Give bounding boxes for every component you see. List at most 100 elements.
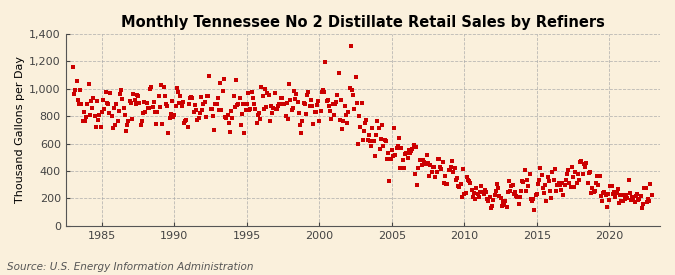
Point bbox=[453, 184, 464, 188]
Point bbox=[78, 110, 89, 114]
Point bbox=[570, 169, 581, 174]
Point bbox=[81, 115, 92, 119]
Point bbox=[335, 118, 346, 123]
Point bbox=[148, 100, 159, 104]
Point bbox=[113, 109, 124, 113]
Point bbox=[211, 102, 222, 106]
Point bbox=[129, 97, 140, 102]
Point bbox=[134, 100, 144, 105]
Point bbox=[557, 181, 568, 185]
Point bbox=[198, 102, 209, 106]
Point bbox=[119, 113, 130, 117]
Point bbox=[632, 192, 643, 196]
Point bbox=[274, 102, 285, 106]
Point bbox=[349, 107, 360, 111]
Point bbox=[542, 175, 553, 180]
Point bbox=[507, 182, 518, 187]
Point bbox=[306, 104, 317, 108]
Point bbox=[597, 199, 608, 203]
Point bbox=[401, 151, 412, 155]
Point bbox=[100, 90, 111, 94]
Point bbox=[310, 110, 321, 114]
Point bbox=[569, 185, 580, 189]
Point bbox=[132, 93, 142, 97]
Point bbox=[404, 147, 414, 152]
Point bbox=[323, 104, 334, 109]
Point bbox=[491, 181, 502, 186]
Point bbox=[398, 158, 408, 162]
Point bbox=[605, 183, 616, 188]
Point bbox=[478, 192, 489, 197]
Point bbox=[332, 93, 343, 97]
Point bbox=[279, 101, 290, 106]
Point bbox=[210, 102, 221, 106]
Point bbox=[559, 183, 570, 188]
Point bbox=[165, 112, 176, 116]
Point bbox=[225, 130, 236, 134]
Point bbox=[366, 144, 377, 148]
Point bbox=[511, 194, 522, 199]
Point bbox=[437, 160, 448, 164]
Point bbox=[361, 118, 372, 122]
Point bbox=[513, 202, 524, 207]
Point bbox=[265, 118, 275, 123]
Point bbox=[82, 102, 92, 106]
Point bbox=[362, 138, 373, 142]
Point bbox=[546, 196, 557, 200]
Point bbox=[315, 109, 326, 113]
Point bbox=[196, 108, 207, 112]
Point bbox=[518, 180, 529, 184]
Point bbox=[98, 98, 109, 102]
Point bbox=[533, 182, 543, 186]
Point bbox=[127, 117, 138, 122]
Point bbox=[289, 89, 300, 93]
Point bbox=[540, 183, 551, 188]
Point bbox=[443, 168, 454, 172]
Point bbox=[277, 95, 288, 100]
Point bbox=[178, 100, 188, 104]
Point bbox=[418, 157, 429, 162]
Point bbox=[126, 101, 136, 105]
Point bbox=[414, 158, 425, 162]
Point bbox=[266, 104, 277, 108]
Point bbox=[238, 102, 248, 106]
Point bbox=[286, 108, 297, 112]
Point bbox=[539, 191, 549, 196]
Point bbox=[395, 166, 406, 170]
Point bbox=[291, 92, 302, 96]
Point bbox=[396, 146, 407, 150]
Point bbox=[472, 192, 483, 196]
Point bbox=[77, 119, 88, 123]
Point bbox=[202, 94, 213, 98]
Point bbox=[595, 194, 606, 199]
Point bbox=[145, 87, 156, 91]
Point bbox=[566, 165, 577, 169]
Point bbox=[537, 186, 548, 191]
Point bbox=[471, 186, 482, 191]
Point bbox=[168, 115, 179, 120]
Point bbox=[191, 108, 202, 112]
Point bbox=[454, 185, 465, 189]
Point bbox=[251, 121, 262, 125]
Point bbox=[111, 102, 122, 107]
Point bbox=[335, 97, 346, 102]
Point bbox=[225, 109, 236, 114]
Point bbox=[371, 133, 381, 137]
Point bbox=[340, 104, 350, 109]
Point bbox=[523, 184, 534, 189]
Point bbox=[296, 131, 306, 135]
Point bbox=[494, 194, 505, 199]
Point bbox=[580, 164, 591, 169]
Point bbox=[615, 192, 626, 197]
Point bbox=[300, 112, 311, 116]
Point bbox=[194, 111, 205, 116]
Point bbox=[94, 113, 105, 118]
Point bbox=[447, 159, 458, 163]
Point bbox=[325, 109, 335, 113]
Point bbox=[431, 170, 442, 174]
Point bbox=[219, 76, 230, 81]
Point bbox=[493, 186, 504, 191]
Point bbox=[326, 117, 337, 122]
Point bbox=[214, 108, 225, 113]
Point bbox=[398, 166, 409, 170]
